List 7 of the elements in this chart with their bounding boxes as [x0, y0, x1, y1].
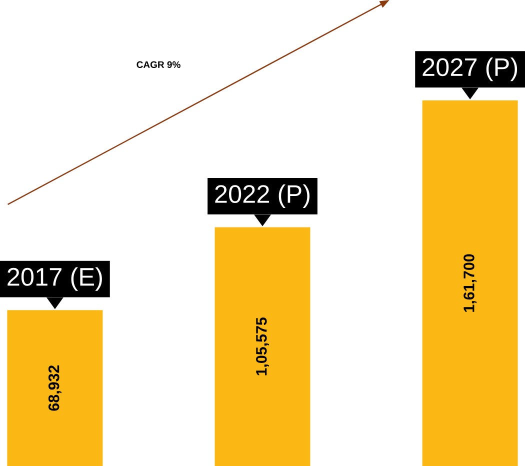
data-label: 1,61,700	[464, 254, 477, 312]
data-label: 68,932	[48, 365, 62, 411]
x-tick-label: 2027 (P)	[422, 58, 518, 82]
text: CAGR 9%	[136, 61, 180, 68]
data-label: 1,05,575	[256, 318, 269, 376]
x-tick-label: 2022 (P)	[215, 184, 310, 208]
x-tick-label: 2017 (E)	[8, 267, 102, 291]
